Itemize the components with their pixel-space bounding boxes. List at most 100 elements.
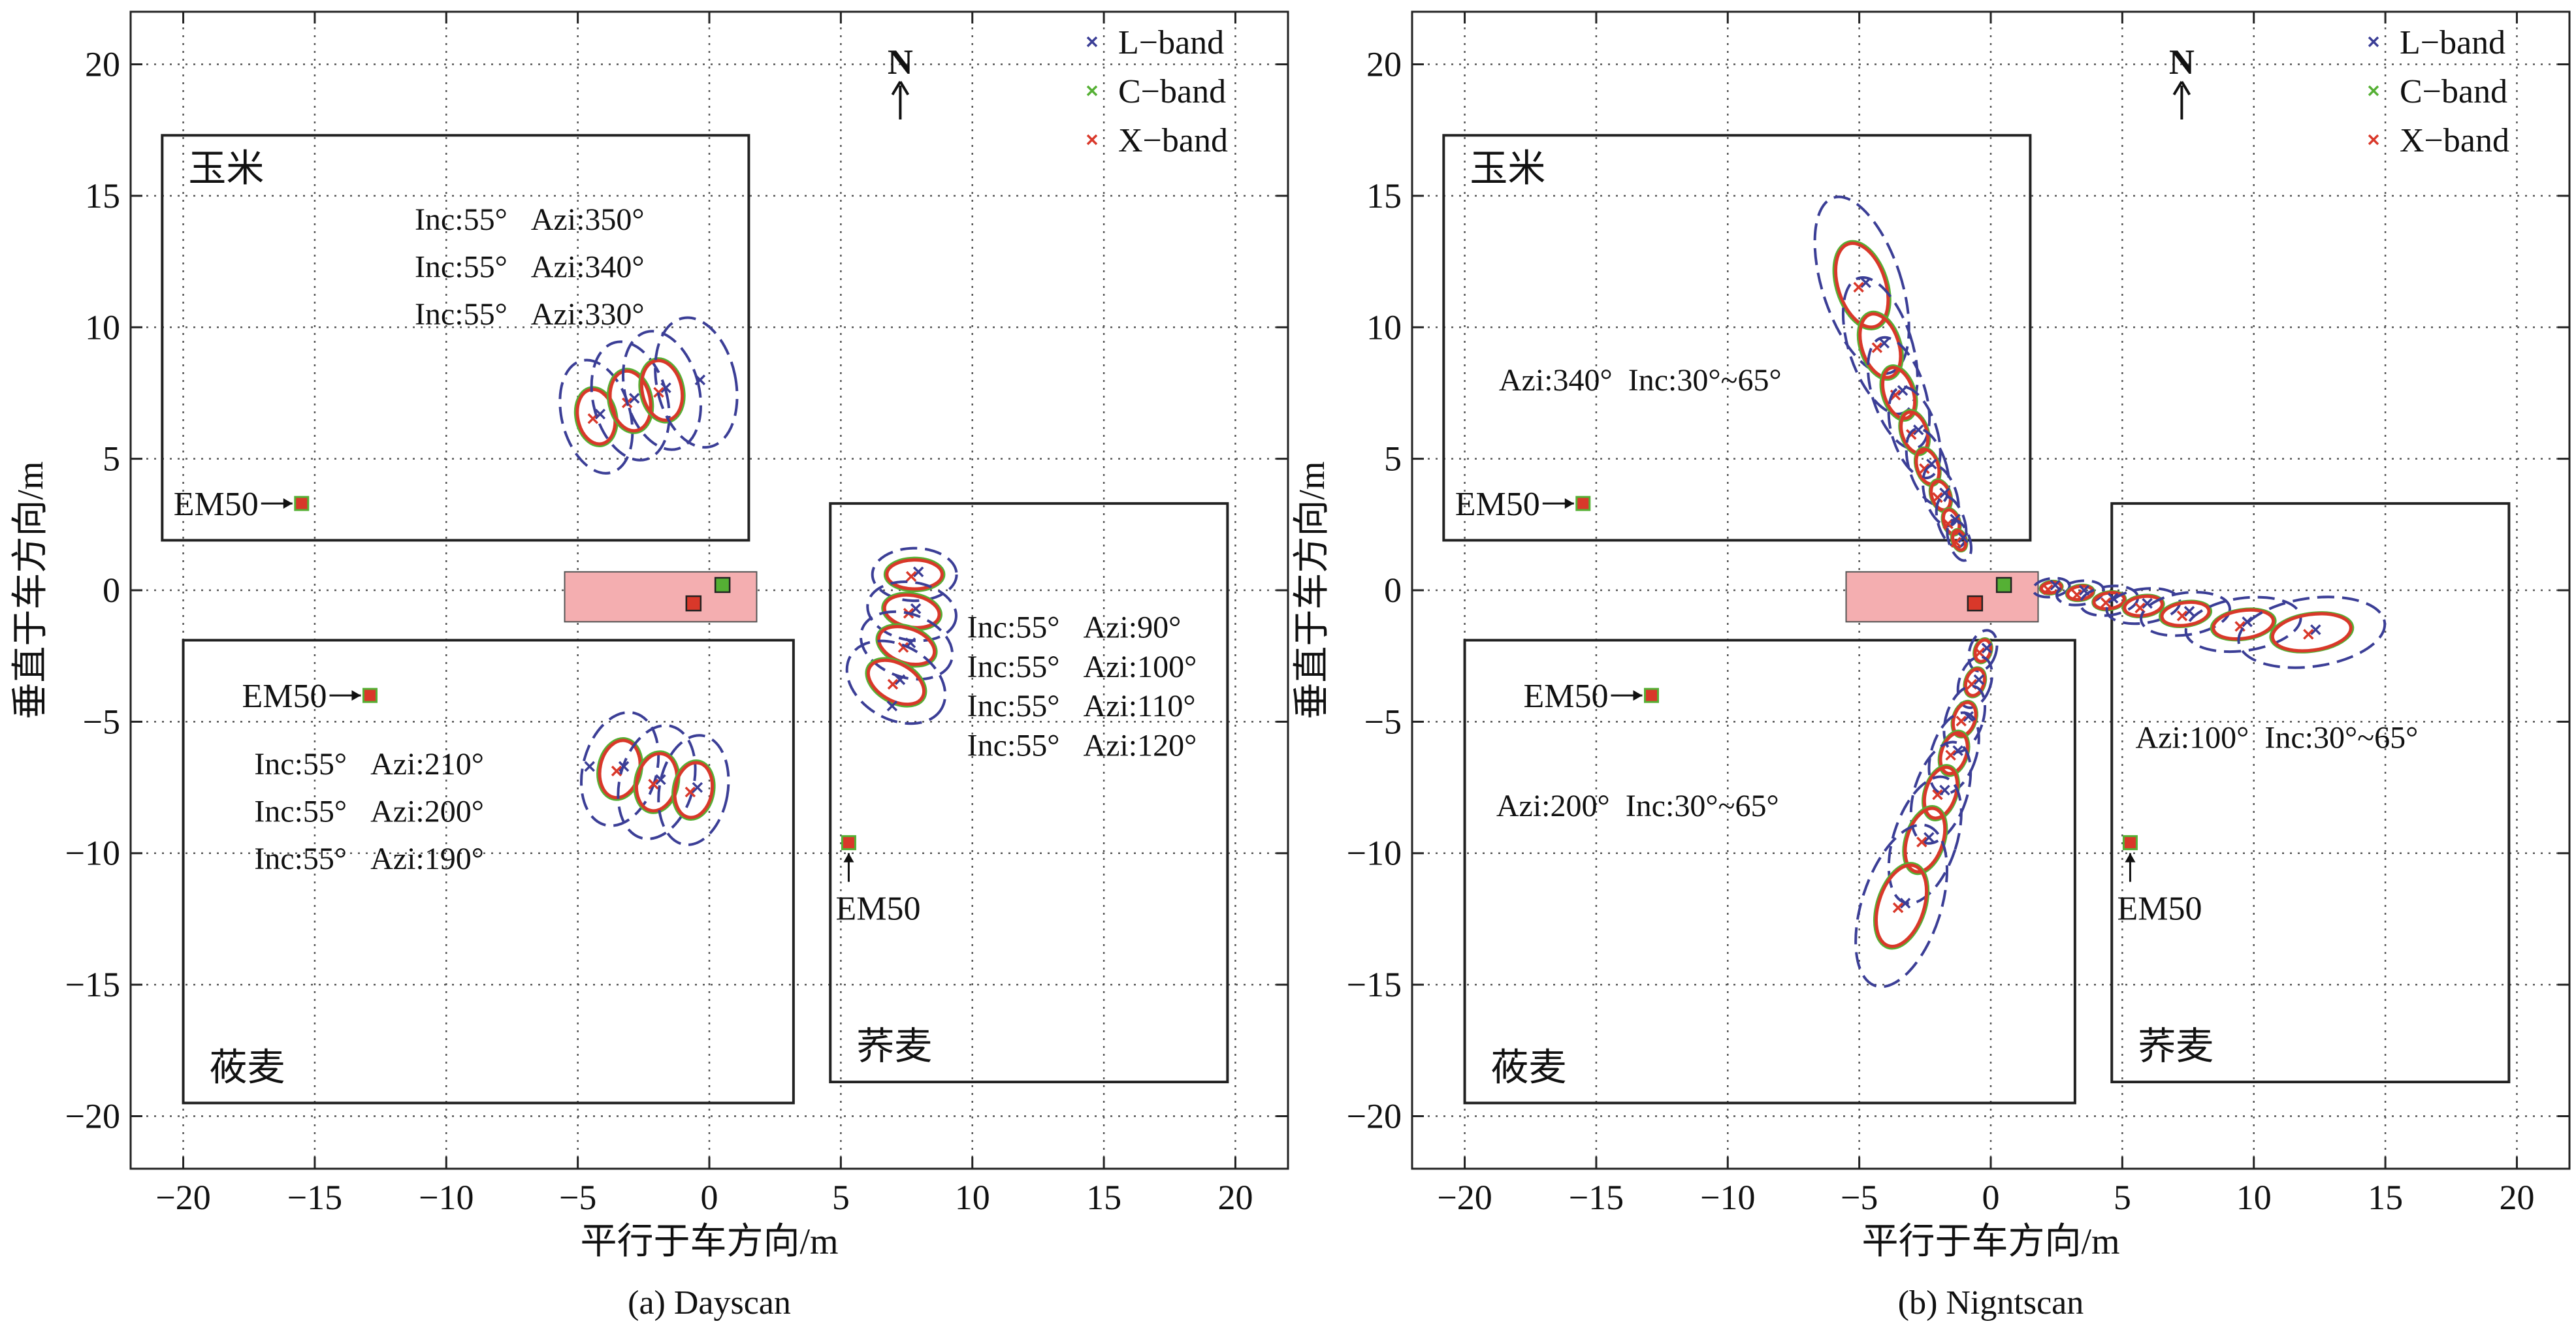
y-tick-label: −15 bbox=[65, 965, 120, 1004]
x-tick-label: 10 bbox=[955, 1178, 990, 1217]
l-band-footprint bbox=[2140, 590, 2231, 637]
l-band-footprint bbox=[654, 316, 739, 449]
x-tick-label: 0 bbox=[1982, 1178, 2000, 1217]
x-tick-label: −10 bbox=[419, 1178, 474, 1217]
x-band-point bbox=[1950, 537, 1961, 548]
y-axis-label: 垂直于车方向/m bbox=[10, 461, 51, 719]
x-tick-label: −20 bbox=[155, 1178, 210, 1217]
footprint-annotation: Inc:55° Azi:350° bbox=[415, 202, 645, 237]
y-tick-label: 10 bbox=[85, 308, 120, 347]
x-tick-label: 15 bbox=[1086, 1178, 1121, 1217]
y-tick-label: 0 bbox=[103, 571, 120, 610]
x-band-footprint bbox=[2270, 612, 2353, 653]
footprint-annotation: Inc:55° Azi:210° bbox=[254, 747, 484, 782]
y-tick-label: −5 bbox=[83, 702, 120, 741]
l-band-footprint bbox=[2055, 579, 2105, 607]
x-band-footprint bbox=[866, 658, 926, 706]
footprint-annotation: Inc:55° Azi:90° bbox=[967, 610, 1182, 644]
l-band-point bbox=[912, 566, 924, 578]
x-band-point bbox=[1945, 750, 1956, 761]
x-band-point bbox=[2176, 610, 2188, 622]
x-tick-label: −10 bbox=[1700, 1178, 1755, 1217]
legend-marker bbox=[1086, 85, 1098, 97]
em50-label: EM50 bbox=[242, 678, 327, 715]
figure-caption: (b) Nigntscan bbox=[1898, 1284, 2084, 1322]
legend-marker bbox=[2368, 134, 2379, 146]
l-band-point bbox=[692, 782, 703, 793]
footprint-annotation: Inc:55° Azi:200° bbox=[254, 794, 484, 829]
x-axis-label: 平行于车方向/m bbox=[1861, 1222, 2119, 1262]
x-band-footprint bbox=[2160, 600, 2211, 627]
y-tick-label: 5 bbox=[103, 439, 120, 479]
y-tick-label: −20 bbox=[1347, 1096, 1402, 1135]
y-tick-label: 20 bbox=[85, 45, 120, 84]
x-band-point bbox=[1871, 342, 1883, 353]
legend-marker bbox=[2368, 36, 2379, 48]
legend-marker bbox=[1086, 36, 1098, 48]
em50-arrowhead bbox=[2125, 853, 2136, 863]
l-band-footprint bbox=[579, 711, 660, 827]
l-band-footprint bbox=[1813, 195, 1910, 375]
x-band-footprint bbox=[1922, 765, 1959, 820]
em50-sensor bbox=[1643, 688, 1659, 703]
l-band-footprint bbox=[1909, 740, 1972, 845]
l-band-point bbox=[1912, 424, 1924, 435]
x-tick-label: 10 bbox=[2236, 1178, 2272, 1217]
em50-sensor bbox=[841, 835, 856, 851]
field-box bbox=[1463, 639, 2076, 1105]
l-band-footprint bbox=[657, 734, 730, 846]
x-band-point bbox=[905, 571, 917, 582]
l-band-footprint bbox=[1942, 684, 1987, 753]
x-band-footprint bbox=[2212, 608, 2276, 641]
footprint-annotation: Inc:55° Azi:330° bbox=[415, 297, 645, 332]
x-band-footprint bbox=[1939, 731, 1969, 776]
field-box bbox=[161, 134, 750, 542]
y-axis-label: 垂直于车方向/m bbox=[1292, 461, 1332, 719]
l-band-point bbox=[2142, 597, 2153, 609]
x-tick-label: −20 bbox=[1437, 1178, 1492, 1217]
panel-nightscan: −20 −15 −10 −5 0 5 10 15 20 20 15 10 5 0 −5 −10 −15 −20 平行… bbox=[1292, 10, 2571, 1322]
l-band-point bbox=[660, 382, 671, 394]
l-band-point bbox=[584, 761, 595, 772]
x-band-point bbox=[1932, 492, 1943, 503]
x-band-footprint bbox=[1951, 701, 1978, 738]
y-tick-label: −15 bbox=[1347, 965, 1402, 1004]
legend-label: X−band bbox=[2400, 122, 2509, 159]
x-band-footprint bbox=[1875, 863, 1929, 948]
y-tick-label: 20 bbox=[1366, 45, 1402, 84]
x-band-footprint bbox=[1903, 806, 1947, 874]
x-tick-label: −15 bbox=[1569, 1178, 1624, 1217]
y-tick-label: −10 bbox=[65, 834, 120, 873]
l-band-point bbox=[2050, 579, 2061, 591]
legend-label: X−band bbox=[1118, 122, 1228, 159]
em50-arrowhead bbox=[1633, 690, 1643, 701]
x-band-footprint bbox=[1834, 242, 1890, 329]
north-label: N bbox=[2169, 42, 2195, 82]
l-band-point bbox=[1957, 532, 1969, 543]
x-band-footprint bbox=[2092, 591, 2126, 611]
x-band-point bbox=[897, 642, 909, 653]
em50-label: EM50 bbox=[1455, 486, 1540, 523]
x-band-point bbox=[1974, 647, 1986, 658]
l-band-footprint bbox=[1956, 655, 1993, 709]
em50-label: EM50 bbox=[2117, 891, 2202, 928]
x-band-point bbox=[1892, 902, 1904, 913]
vehicle-marker bbox=[714, 577, 731, 594]
em50-arrowhead bbox=[843, 853, 854, 863]
l-band-point bbox=[1973, 674, 1985, 686]
x-tick-label: 5 bbox=[2114, 1178, 2131, 1217]
em50-label: EM50 bbox=[835, 891, 920, 928]
x-band-point bbox=[2071, 589, 2083, 601]
em50-sensor bbox=[362, 688, 378, 703]
l-band-point bbox=[910, 603, 922, 614]
l-band-point bbox=[1878, 338, 1890, 349]
l-band-footprint bbox=[2031, 577, 2071, 599]
em50-label: EM50 bbox=[174, 486, 259, 523]
field-box bbox=[2110, 502, 2511, 1084]
x-band-footprint bbox=[1858, 312, 1903, 379]
y-tick-label: −5 bbox=[1364, 702, 1402, 741]
legend-label: L−band bbox=[2400, 24, 2505, 61]
panel-dayscan: −20 −15 −10 −5 0 5 10 15 20 20 15 10 5 0 −5 −10 −15 −20 平行… bbox=[10, 10, 1289, 1322]
field-label: 莜麦 bbox=[1491, 1046, 1567, 1088]
